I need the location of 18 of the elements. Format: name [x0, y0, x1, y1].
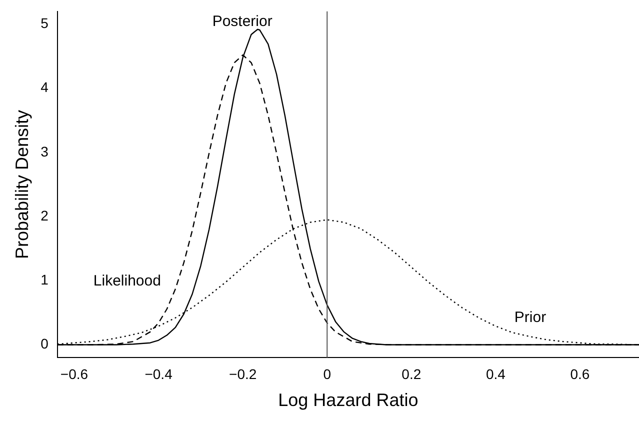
- y-tick-label: 2: [40, 207, 49, 224]
- y-tick-label: 1: [40, 272, 49, 288]
- x-tick-label: 0.6: [570, 366, 590, 382]
- y-axis-title: Probability Density: [12, 110, 32, 260]
- series-label: Posterior: [212, 12, 272, 30]
- x-tick-label: −0.2: [229, 366, 257, 382]
- y-tick-label: 4: [40, 79, 49, 96]
- x-tick-label: 0.4: [486, 366, 506, 382]
- x-tick-label: −0.4: [144, 366, 173, 382]
- series-label: Likelihood: [93, 272, 161, 290]
- series-label: Prior: [514, 308, 546, 326]
- y-tick-label: 5: [40, 15, 49, 32]
- y-tick-label: 0: [40, 336, 49, 352]
- x-tick-label: 0: [323, 366, 332, 382]
- x-tick-label: −0.6: [60, 366, 88, 382]
- x-tick-label: 0.2: [402, 366, 422, 382]
- y-tick-label: 3: [40, 143, 49, 160]
- x-axis-title: Log Hazard Ratio: [278, 390, 418, 410]
